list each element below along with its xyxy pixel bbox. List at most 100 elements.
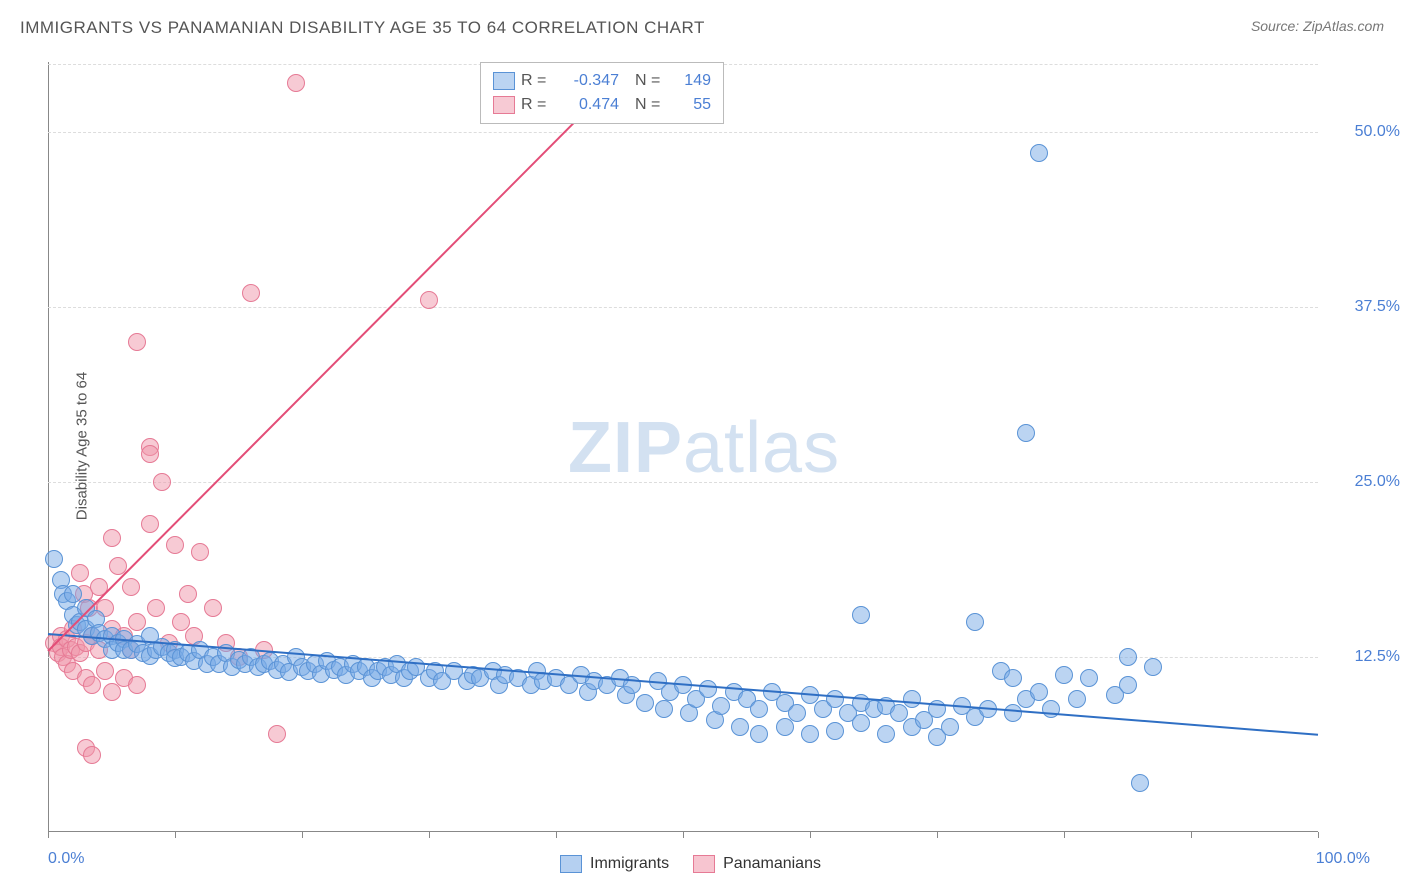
gridline — [48, 132, 1318, 133]
scatter-point — [1030, 683, 1048, 701]
scatter-point — [750, 700, 768, 718]
scatter-point — [1080, 669, 1098, 687]
y-tick-label: 12.5% — [1355, 648, 1400, 666]
scatter-point — [788, 704, 806, 722]
scatter-point — [1055, 666, 1073, 684]
gridline — [48, 482, 1318, 483]
scatter-point — [83, 746, 101, 764]
x-tick — [556, 832, 557, 838]
scatter-point — [636, 694, 654, 712]
stat-n-label: N = — [635, 69, 665, 93]
stat-n-value: 149 — [671, 69, 711, 93]
source-attribution: Source: ZipAtlas.com — [1251, 18, 1384, 34]
scatter-point — [877, 725, 895, 743]
scatter-point — [166, 536, 184, 554]
scatter-point — [147, 599, 165, 617]
scatter-point — [71, 564, 89, 582]
x-tick — [175, 832, 176, 838]
scatter-point — [1004, 704, 1022, 722]
x-tick — [810, 832, 811, 838]
scatter-point — [242, 284, 260, 302]
scatter-point — [1119, 676, 1137, 694]
x-tick — [1064, 832, 1065, 838]
scatter-point — [1144, 658, 1162, 676]
legend-label: Immigrants — [590, 855, 669, 873]
scatter-point — [1068, 690, 1086, 708]
legend-swatch — [493, 72, 515, 90]
x-tick — [48, 832, 49, 838]
scatter-point — [83, 676, 101, 694]
scatter-point — [153, 473, 171, 491]
scatter-point — [420, 291, 438, 309]
x-tick — [1318, 832, 1319, 838]
legend-item: Immigrants — [560, 855, 669, 873]
scatter-point — [1017, 424, 1035, 442]
x-max-label: 100.0% — [1316, 850, 1370, 868]
scatter-point — [268, 725, 286, 743]
stat-r-label: R = — [521, 69, 551, 93]
watermark: ZIPatlas — [568, 407, 840, 489]
scatter-point — [1119, 648, 1137, 666]
stat-r-value: 0.474 — [557, 93, 619, 117]
scatter-point — [801, 725, 819, 743]
x-tick — [937, 832, 938, 838]
scatter-point — [776, 718, 794, 736]
scatter-point — [96, 662, 114, 680]
scatter-point — [1131, 774, 1149, 792]
stat-n-value: 55 — [671, 93, 711, 117]
scatter-point — [655, 700, 673, 718]
scatter-point — [712, 697, 730, 715]
scatter-point — [750, 725, 768, 743]
legend-swatch — [493, 96, 515, 114]
scatter-point — [826, 722, 844, 740]
scatter-point — [1030, 144, 1048, 162]
source-label: Source: — [1251, 18, 1299, 34]
y-tick-label: 25.0% — [1355, 473, 1400, 491]
y-axis-line — [48, 62, 49, 832]
x-tick — [429, 832, 430, 838]
x-tick — [683, 832, 684, 838]
y-tick-label: 37.5% — [1355, 298, 1400, 316]
legend-stats-box: R =-0.347 N =149 R =0.474 N =55 — [480, 62, 724, 124]
scatter-point — [287, 74, 305, 92]
x-tick — [302, 832, 303, 838]
scatter-point — [1004, 669, 1022, 687]
scatter-point — [103, 529, 121, 547]
stat-r-value: -0.347 — [557, 69, 619, 93]
legend-bottom: Immigrants Panamanians — [560, 855, 821, 873]
legend-label: Panamanians — [723, 855, 821, 873]
stat-n-label: N = — [635, 93, 665, 117]
scatter-point — [903, 690, 921, 708]
legend-stats-row: R =-0.347 N =149 — [493, 69, 711, 93]
source-value: ZipAtlas.com — [1303, 18, 1384, 34]
chart-plot-area: ZIPatlas 12.5%25.0%37.5%50.0% — [48, 62, 1318, 832]
watermark-bold: ZIP — [568, 408, 683, 488]
scatter-point — [941, 718, 959, 736]
scatter-point — [141, 515, 159, 533]
scatter-point — [141, 445, 159, 463]
scatter-point — [731, 718, 749, 736]
scatter-point — [191, 543, 209, 561]
trend-line — [47, 76, 620, 651]
scatter-point — [128, 333, 146, 351]
scatter-point — [128, 676, 146, 694]
scatter-point — [852, 606, 870, 624]
scatter-point — [122, 578, 140, 596]
gridline — [48, 307, 1318, 308]
x-tick — [1191, 832, 1192, 838]
x-min-label: 0.0% — [48, 850, 84, 868]
y-tick-label: 50.0% — [1355, 123, 1400, 141]
scatter-point — [966, 613, 984, 631]
scatter-point — [204, 599, 222, 617]
stat-r-label: R = — [521, 93, 551, 117]
watermark-thin: atlas — [683, 408, 840, 488]
legend-stats-row: R =0.474 N =55 — [493, 93, 711, 117]
scatter-point — [852, 714, 870, 732]
scatter-point — [45, 550, 63, 568]
chart-title: IMMIGRANTS VS PANAMANIAN DISABILITY AGE … — [20, 18, 705, 38]
legend-swatch — [560, 855, 582, 873]
legend-swatch — [693, 855, 715, 873]
scatter-point — [103, 683, 121, 701]
legend-item: Panamanians — [693, 855, 821, 873]
scatter-point — [699, 680, 717, 698]
